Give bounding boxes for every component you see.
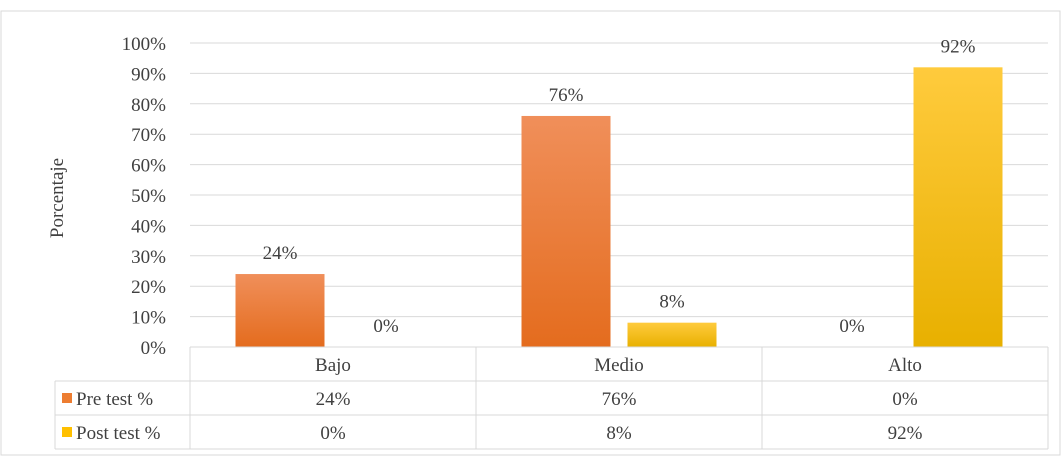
data-label: 0% [373, 316, 399, 337]
data-label: 8% [659, 292, 685, 313]
y-tick-label: 70% [131, 125, 166, 146]
table-cell: 76% [602, 389, 637, 410]
y-axis-ticks: 0% 10% 20% 30% 40% 50% 60% 70% 80% 90% 100% [122, 34, 167, 359]
chart-frame [0, 10, 1061, 456]
y-tick-label: 100% [122, 34, 167, 55]
y-tick-label: 20% [131, 277, 166, 298]
y-tick-label: 30% [131, 247, 166, 268]
y-tick-label: 90% [131, 64, 166, 85]
table-cell: 0% [320, 423, 346, 444]
legend-entry: Pre test % [76, 389, 153, 410]
y-tick-label: 40% [131, 216, 166, 237]
table-cell: 8% [606, 423, 632, 444]
y-axis-label: Porcentaje [47, 158, 68, 238]
bar-post-test-medio [627, 322, 717, 347]
x-tick-label: Alto [888, 355, 922, 376]
table-cell: 0% [892, 389, 918, 410]
data-label: 76% [549, 85, 584, 106]
data-label: 24% [263, 243, 298, 264]
data-label: 92% [941, 36, 976, 57]
table-cell: 24% [316, 389, 351, 410]
y-tick-label: 80% [131, 95, 166, 116]
x-tick-label: Bajo [315, 355, 351, 376]
bar-pre-test-bajo [235, 274, 325, 347]
table-cell: 92% [888, 423, 923, 444]
y-tick-label: 50% [131, 186, 166, 207]
data-labels: 24% 0% 76% 8% 0% 92% [263, 36, 976, 337]
bar-pre-test-medio [521, 115, 611, 348]
y-tick-label: 60% [131, 156, 166, 177]
y-tick-label: 10% [131, 308, 166, 329]
data-table: Bajo Medio Alto Pre test % 24% 76% 0% Post test… [54, 346, 1049, 450]
x-tick-label: Medio [594, 355, 644, 376]
legend-key [62, 393, 72, 403]
legend-key [62, 427, 72, 437]
bars [235, 67, 1003, 348]
data-label: 0% [839, 316, 865, 337]
y-tick-label: 0% [141, 338, 167, 359]
bar-post-test-alto [913, 67, 1003, 347]
legend-entry: Post test % [76, 423, 161, 444]
